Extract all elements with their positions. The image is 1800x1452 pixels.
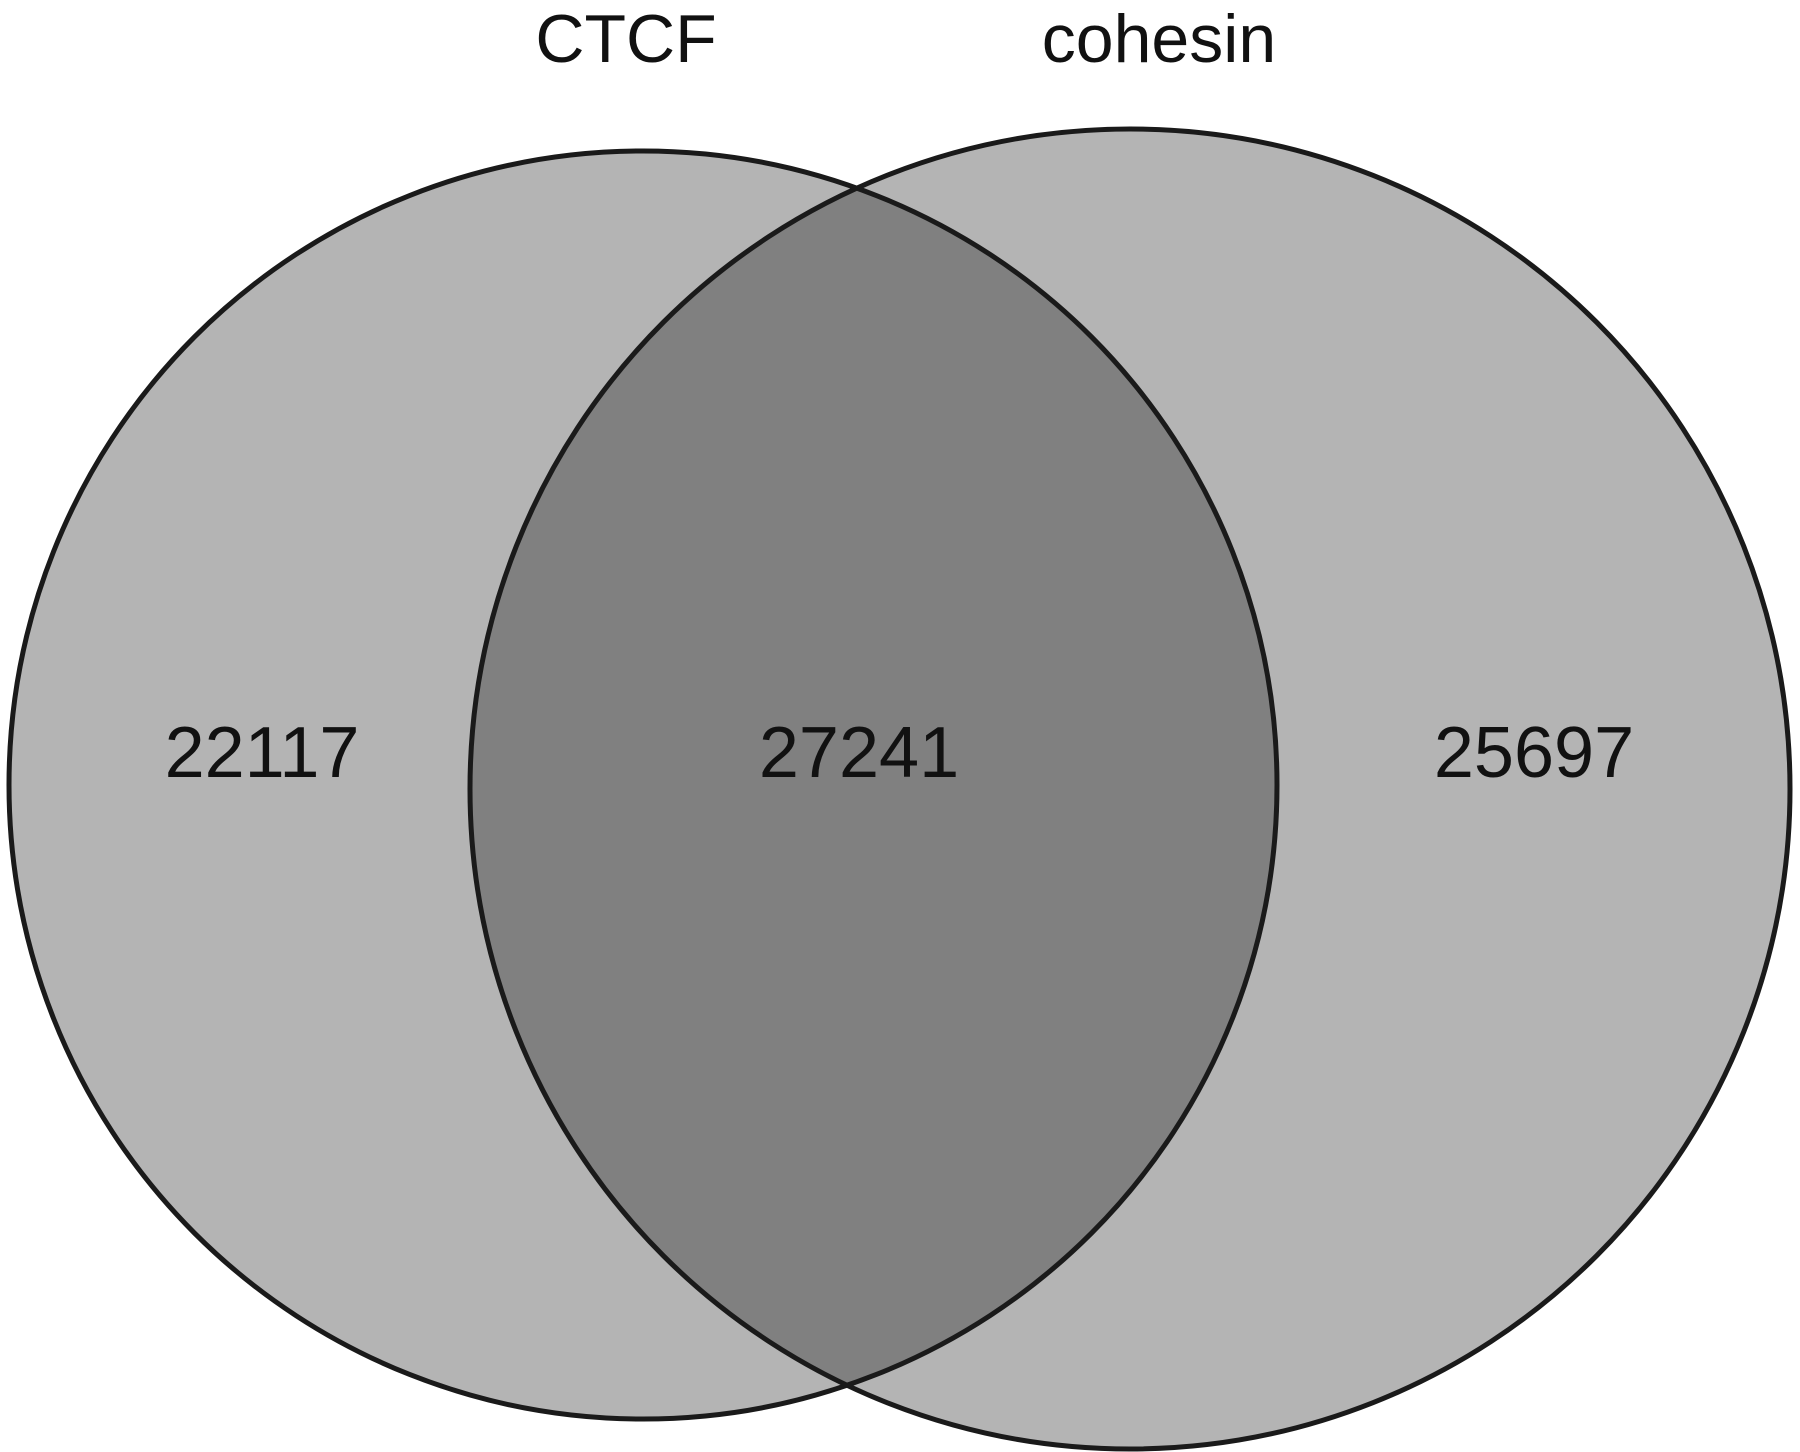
set-name: CTCF — [535, 1, 716, 77]
set-name: cohesin — [1042, 1, 1276, 77]
set-outline — [6, 148, 1280, 1422]
intersection-label: 27241 — [759, 713, 959, 793]
intersection-region — [470, 151, 1277, 1419]
count-label: 25697 — [1434, 713, 1634, 793]
count-label: 22117 — [165, 713, 360, 793]
set-outline — [467, 126, 1793, 1452]
